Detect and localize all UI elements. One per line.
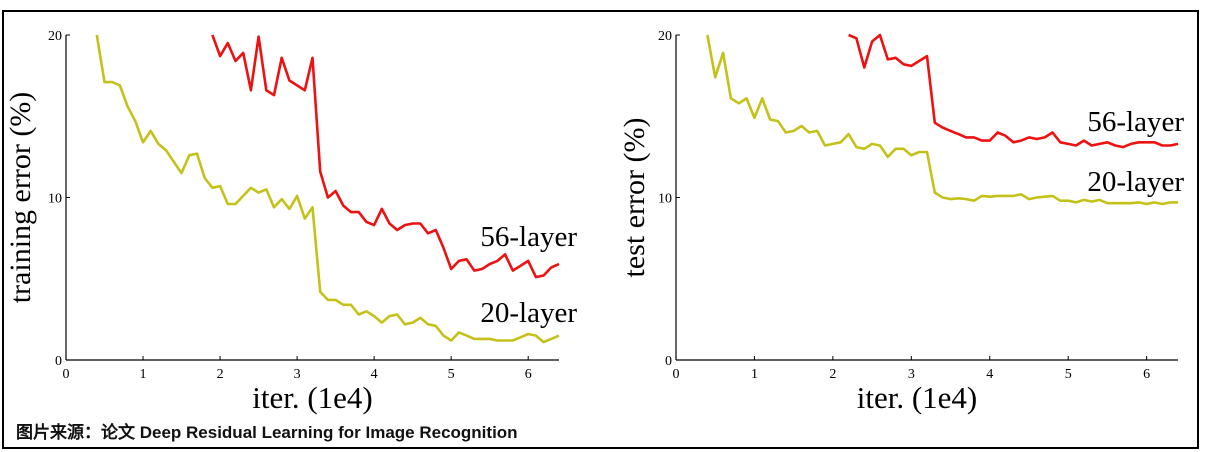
chart2-x-axis-label: iter. (1e4) bbox=[857, 380, 978, 415]
chart1-y-axis-label: training error (%) bbox=[4, 92, 37, 304]
chart1-y-tick-label: 20 bbox=[48, 29, 62, 44]
chart2-x-tick-label: 6 bbox=[1143, 367, 1150, 382]
chart2-x-tick-label: 2 bbox=[829, 367, 836, 382]
chart1-x-tick-label: 6 bbox=[525, 367, 532, 382]
chart2-y-tick-label: 10 bbox=[658, 192, 672, 207]
chart1-x-tick-label: 3 bbox=[294, 367, 301, 382]
chart1-x-tick-label: 0 bbox=[63, 367, 70, 382]
chart2-x-tick-label: 0 bbox=[673, 367, 680, 382]
chart1-x-tick-label: 5 bbox=[448, 367, 455, 382]
figure-caption: 图片来源：论文 Deep Residual Learning for Image… bbox=[16, 423, 518, 442]
chart2-series-56-layer bbox=[848, 33, 1179, 149]
chart1-y-tick-label: 0 bbox=[55, 354, 62, 369]
chart2-series-label-20-layer: 20-layer bbox=[1087, 166, 1184, 198]
chart2-x-tick-label: 5 bbox=[1065, 367, 1072, 382]
chart1-x-tick-label: 1 bbox=[140, 367, 147, 382]
chart1-x-axis-label: iter. (1e4) bbox=[252, 380, 373, 415]
chart2-series-label-56-layer: 56-layer bbox=[1087, 106, 1184, 138]
chart1-series-label-20-layer: 20-layer bbox=[480, 297, 577, 329]
chart1-x-tick-label: 2 bbox=[217, 367, 224, 382]
chart2-y-tick-label: 0 bbox=[665, 354, 672, 369]
chart1-series-label-56-layer: 56-layer bbox=[480, 221, 577, 253]
chart1-x-tick-label: 4 bbox=[371, 367, 378, 382]
figure-frame bbox=[2, 10, 1199, 449]
chart2-x-tick-label: 1 bbox=[751, 367, 758, 382]
chart1-y-tick-label: 10 bbox=[48, 192, 62, 207]
chart1-series-20-layer bbox=[95, 34, 560, 344]
chart2-y-axis-label: test error (%) bbox=[618, 118, 651, 278]
chart1-series-56-layer bbox=[211, 34, 560, 279]
chart2-x-tick-label: 4 bbox=[986, 367, 993, 382]
chart2-x-tick-label: 3 bbox=[908, 367, 915, 382]
chart2-series-20-layer bbox=[706, 34, 1178, 206]
chart2-y-tick-label: 20 bbox=[658, 29, 672, 44]
